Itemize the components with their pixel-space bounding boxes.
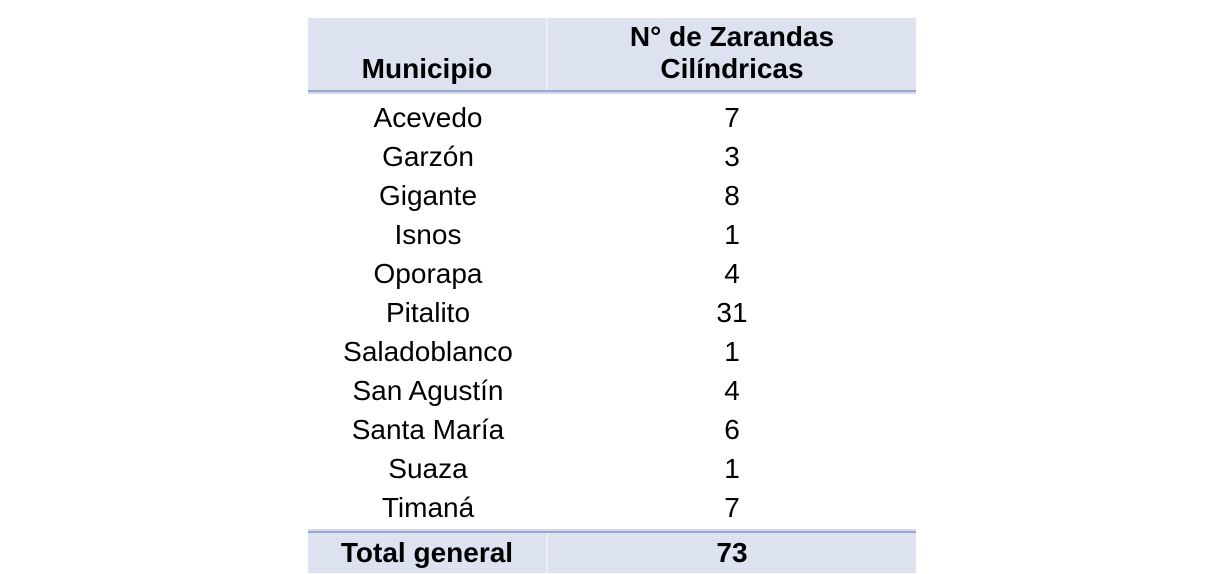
total-value: 73: [716, 537, 748, 568]
municipio-cell: San Agustín: [352, 375, 504, 406]
value-cell: 31: [716, 297, 748, 328]
column-header-municipio: Municipio: [308, 18, 548, 90]
municipio-cell: Oporapa: [373, 258, 483, 289]
municipio-cell: Santa María: [351, 414, 505, 445]
value-cell: 3: [724, 141, 740, 172]
table-row: Timaná 7: [308, 488, 916, 527]
table-row: Oporapa 4: [308, 254, 916, 293]
value-cell: 4: [724, 375, 740, 406]
table-row: Santa María 6: [308, 410, 916, 449]
table-row: San Agustín 4: [308, 371, 916, 410]
table-row: Suaza 1: [308, 449, 916, 488]
municipio-cell: Acevedo: [373, 102, 483, 133]
table-row: Acevedo 7: [308, 98, 916, 137]
value-cell: 6: [724, 414, 740, 445]
value-cell: 7: [724, 102, 740, 133]
value-cell: 4: [724, 258, 740, 289]
total-label: Total general: [308, 533, 548, 573]
municipio-cell: Gigante: [378, 180, 478, 211]
table-row: Isnos 1: [308, 215, 916, 254]
value-cell: 8: [724, 180, 740, 211]
value-cell: 1: [724, 336, 740, 367]
pivot-table: Municipio N° de Zarandas Cilíndricas Ace…: [308, 18, 916, 573]
value-cell: 1: [724, 219, 740, 250]
table-row: Pitalito 31: [308, 293, 916, 332]
value-cell: 1: [724, 453, 740, 484]
table-row: Garzón 3: [308, 137, 916, 176]
total-row: Total general 73: [308, 531, 916, 573]
municipio-cell: Timaná: [381, 492, 475, 523]
table-row: Saladoblanco 1: [308, 332, 916, 371]
column-header-zarandas: N° de Zarandas Cilíndricas: [629, 21, 835, 84]
municipio-cell: Saladoblanco: [343, 336, 513, 367]
value-cell: 7: [724, 492, 740, 523]
municipio-cell: Isnos: [394, 219, 462, 250]
table-row: Gigante 8: [308, 176, 916, 215]
table-header-row: Municipio N° de Zarandas Cilíndricas: [308, 18, 916, 92]
municipio-cell: Garzón: [382, 141, 474, 172]
municipio-cell: Pitalito: [385, 297, 471, 328]
table-body: Acevedo 7 Garzón 3 Gigante 8 Isnos 1 Oporapa 4 Pit…: [308, 92, 916, 527]
municipio-cell: Suaza: [388, 453, 468, 484]
